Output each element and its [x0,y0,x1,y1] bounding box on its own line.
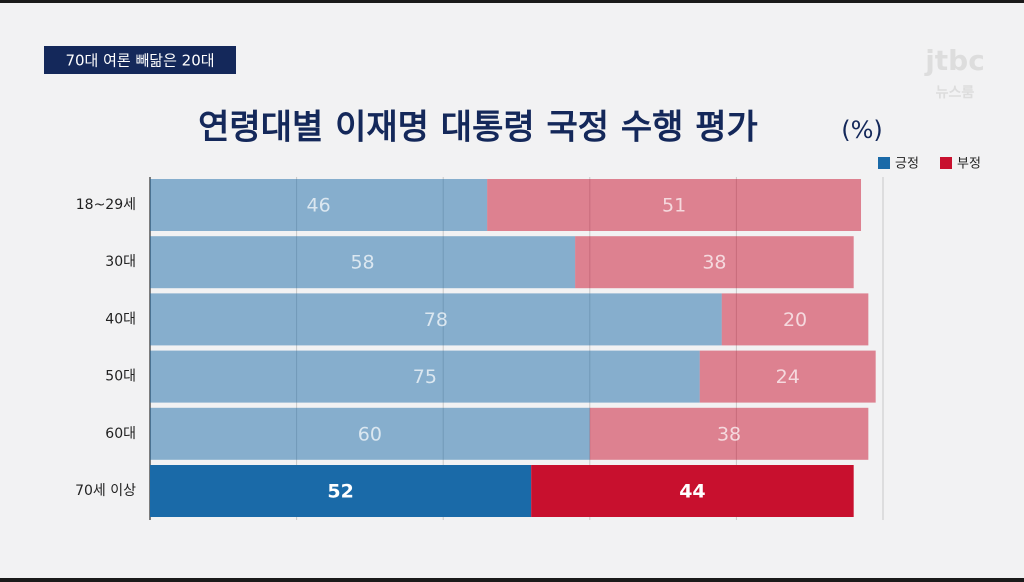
bar-segment [150,465,532,517]
bar-segment [150,236,576,289]
value-label: 58 [350,252,374,274]
bar-segment [150,350,700,403]
logo-program: 뉴스룸 [936,85,975,101]
y-tick-label: 30대 [105,254,136,270]
legend-swatch [940,157,952,169]
value-label: 38 [702,252,726,274]
bar-segment [150,293,722,346]
bar-segment [589,407,869,460]
logo-brand: jtbc [924,44,985,77]
legend-label: 부정 [957,157,981,172]
y-tick-label: 70세 이상 [75,483,136,499]
value-label: 20 [783,309,807,331]
bar-segment [150,407,590,460]
bar-segment [575,236,854,289]
value-label: 78 [424,309,448,331]
y-tick-label: 40대 [105,311,136,327]
bar-segment [699,350,876,403]
bar-segment [531,465,854,517]
bar-segment [721,293,869,346]
value-label: 52 [327,481,353,503]
value-label: 51 [662,195,686,217]
legend-swatch [878,157,890,169]
value-label: 44 [679,481,705,503]
chart-title: 연령대별 이재명 대통령 국정 수행 평가 [198,108,758,148]
y-tick-label: 18~29세 [76,197,136,213]
y-tick-label: 60대 [105,426,136,442]
value-label: 24 [776,366,800,388]
tag: 70대 여론 빼닮은 20대 [65,52,214,70]
value-label: 75 [413,366,437,388]
legend-label: 긍정 [895,157,919,172]
bar-segment [487,179,862,231]
unit: (%) [841,116,883,144]
y-tick-label: 50대 [105,369,136,385]
tag-box [44,46,236,74]
value-label: 38 [717,423,741,445]
value-label: 46 [306,195,330,217]
value-label: 60 [358,423,382,445]
bar-segment [150,179,488,231]
